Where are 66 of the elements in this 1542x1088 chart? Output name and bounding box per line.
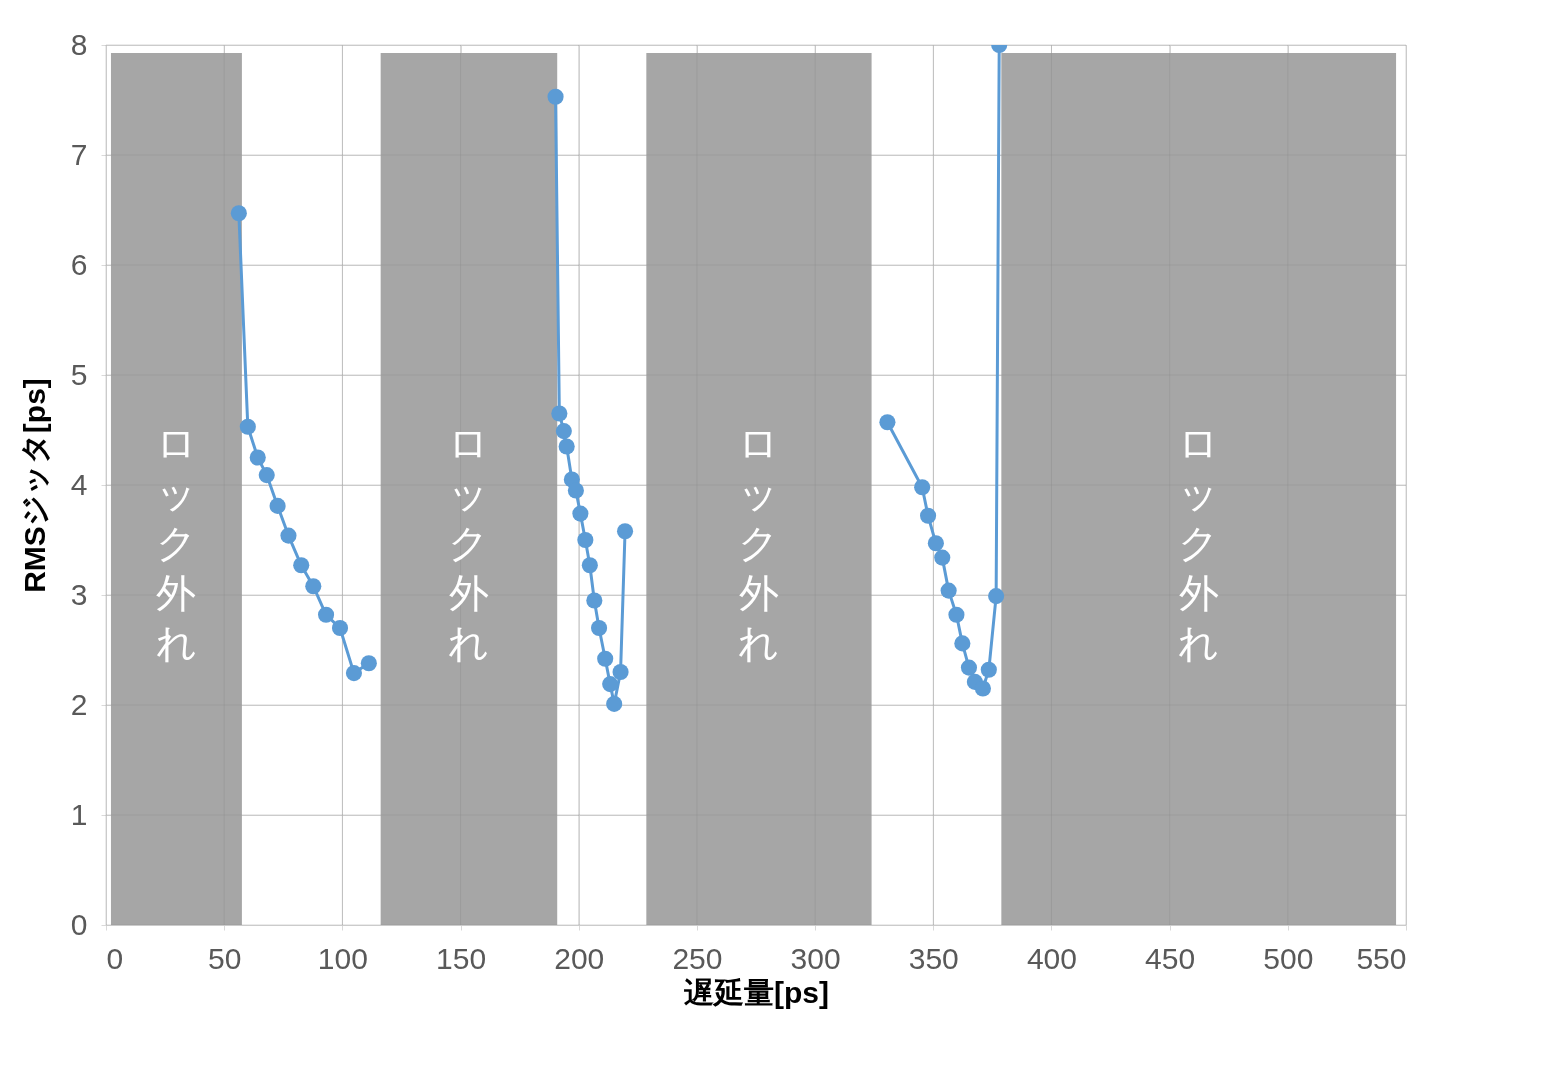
point xyxy=(974,680,991,697)
y-tick-label: 6 xyxy=(70,247,88,281)
point xyxy=(305,578,322,595)
band-label: ロック外れ xyxy=(1178,420,1220,666)
point xyxy=(954,635,971,652)
point xyxy=(597,650,614,667)
point xyxy=(934,549,951,566)
point xyxy=(879,414,896,431)
point xyxy=(249,449,266,466)
point xyxy=(269,497,286,514)
point xyxy=(567,482,584,499)
point xyxy=(239,418,256,435)
band-label: ロック外れ xyxy=(738,420,780,666)
x-tick-label: 400 xyxy=(1026,941,1077,975)
point xyxy=(317,606,335,623)
point xyxy=(612,663,629,681)
point xyxy=(555,423,572,440)
point xyxy=(948,606,965,623)
y-tick-label: 0 xyxy=(70,907,88,941)
point xyxy=(927,535,944,552)
point xyxy=(345,665,363,682)
point xyxy=(586,592,603,609)
y-axis-title: RMSジッタ[ps] xyxy=(17,378,51,593)
point xyxy=(280,527,297,544)
x-tick-label: 300 xyxy=(790,941,841,975)
point xyxy=(590,619,608,637)
x-tick-label: 50 xyxy=(207,941,242,975)
x-tick-label: 0 xyxy=(106,941,124,975)
point xyxy=(602,676,619,693)
y-tick-label: 1 xyxy=(70,797,88,831)
y-tick-label: 8 xyxy=(70,27,88,61)
y-tick-label: 2 xyxy=(70,687,88,721)
point xyxy=(547,88,564,105)
x-tick-label: 350 xyxy=(908,941,959,975)
point xyxy=(293,557,310,574)
point xyxy=(988,588,1005,605)
y-tick-label: 5 xyxy=(70,357,88,391)
point xyxy=(960,659,978,676)
band-label: ロック外れ xyxy=(448,420,490,666)
point xyxy=(577,531,594,549)
y-tick-label: 3 xyxy=(70,577,88,611)
y-tick-label: 4 xyxy=(70,467,88,501)
x-tick-label: 450 xyxy=(1145,941,1196,975)
point xyxy=(581,557,598,574)
x-tick-label: 150 xyxy=(436,941,487,975)
band-label: ロック外れ xyxy=(155,420,197,666)
x-tick-label: 550 xyxy=(1356,941,1407,975)
x-axis-title: 遅延量[ps] xyxy=(683,975,829,1009)
point xyxy=(940,582,957,599)
y-tick-label: 7 xyxy=(70,137,88,171)
point xyxy=(360,655,377,672)
point xyxy=(914,479,931,496)
x-tick-label: 200 xyxy=(554,941,605,975)
x-tick-label: 100 xyxy=(317,941,368,975)
x-tick-label: 500 xyxy=(1263,941,1314,975)
point xyxy=(230,205,247,222)
point xyxy=(616,523,634,540)
point xyxy=(980,661,997,678)
point xyxy=(331,619,349,637)
point xyxy=(920,507,937,524)
x-tick-label: 250 xyxy=(672,941,723,975)
point xyxy=(551,405,568,422)
point xyxy=(606,695,623,712)
point xyxy=(572,505,589,522)
point xyxy=(258,467,275,484)
point xyxy=(558,438,575,455)
